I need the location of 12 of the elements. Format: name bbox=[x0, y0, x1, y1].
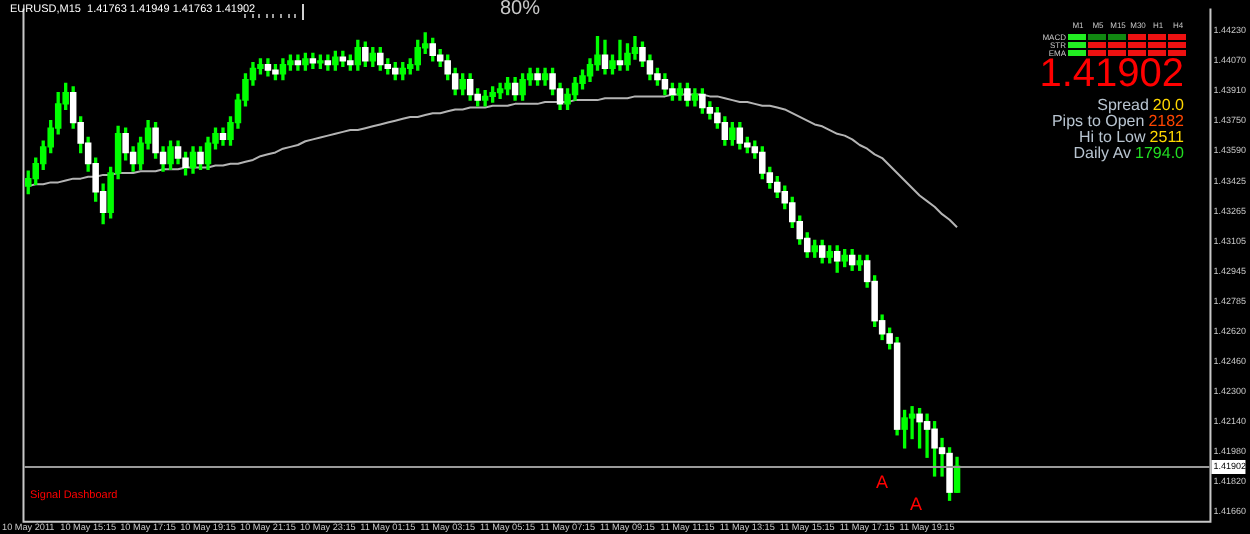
candlestick bbox=[616, 39, 624, 71]
annotation: 80% bbox=[500, 0, 541, 20]
text: 20.0 bbox=[1152, 96, 1184, 114]
text: 2182 bbox=[1148, 112, 1184, 130]
text: 1794.0 bbox=[1135, 144, 1184, 162]
text: Spread bbox=[1097, 96, 1149, 114]
text: 2511 bbox=[1149, 128, 1184, 146]
annotation: A bbox=[910, 494, 923, 514]
annotation: A bbox=[876, 472, 889, 492]
text: Daily Av bbox=[1073, 144, 1132, 162]
text: Hi to Low bbox=[1078, 128, 1146, 146]
text: Pips to Open bbox=[1051, 112, 1145, 130]
